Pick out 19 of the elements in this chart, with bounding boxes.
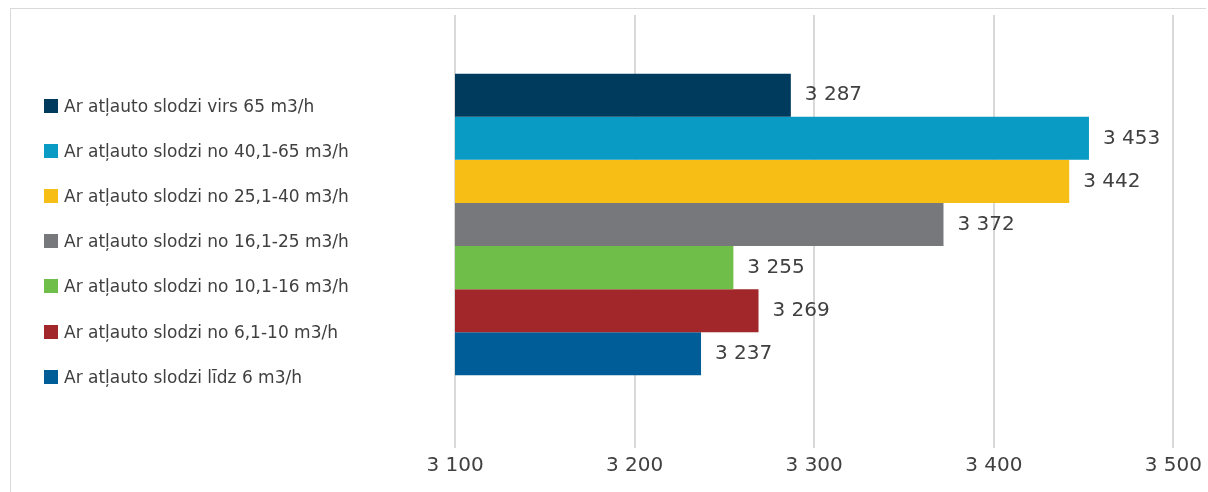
data-label: 3 255: [747, 253, 805, 278]
data-label: 3 453: [1102, 124, 1161, 149]
data-label: 3 372: [957, 210, 1015, 235]
legend-label: Ar atļauto slodzi no 16,1-25 m3/h: [64, 231, 349, 252]
data-label: 3 287: [804, 81, 863, 106]
legend-label: Ar atļauto slodzi līdz 6 m3/h: [64, 366, 302, 387]
legend-label: Ar atļauto slodzi no 25,1-40 m3/h: [64, 185, 349, 206]
legend-label: Ar atļauto slodzi no 10,1-16 m3/h: [64, 276, 349, 297]
x-tick-label: 3 400: [965, 452, 1023, 477]
x-tick-label: 3 200: [605, 452, 664, 477]
legend-label: Ar atļauto slodzi no 6,1-10 m3/h: [64, 321, 338, 342]
data-label: 3 237: [715, 339, 773, 364]
data-label: 3 269: [772, 296, 830, 321]
legend-label: Ar atļauto slodzi virs 65 m3/h: [64, 95, 315, 116]
x-tick-label: 3 100: [426, 452, 484, 477]
x-tick-label: 3 300: [785, 452, 843, 477]
x-tick-label: 3 500: [1144, 452, 1202, 477]
legend-label: Ar atļauto slodzi no 40,1-65 m3/h: [64, 140, 349, 161]
data-label: 3 442: [1083, 167, 1141, 192]
